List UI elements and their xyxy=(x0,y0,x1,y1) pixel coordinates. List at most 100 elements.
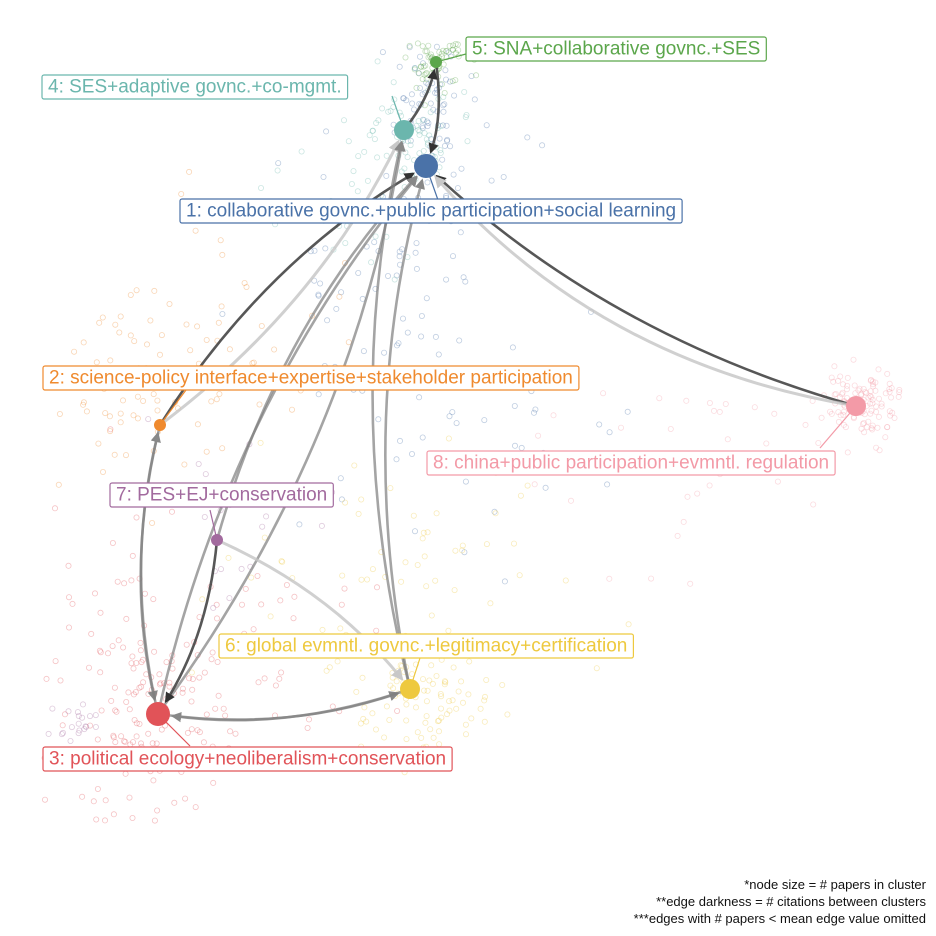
paper-point xyxy=(489,178,494,183)
paper-point xyxy=(463,479,468,484)
paper-point xyxy=(883,435,888,440)
paper-point xyxy=(414,241,419,246)
paper-point xyxy=(142,591,147,596)
paper-point xyxy=(877,448,882,453)
paper-point xyxy=(434,673,439,678)
paper-point xyxy=(193,805,198,810)
paper-point xyxy=(209,657,214,662)
paper-point xyxy=(367,133,372,138)
paper-point xyxy=(605,482,610,487)
paper-point xyxy=(668,426,673,431)
paper-point xyxy=(460,700,465,705)
paper-point xyxy=(216,693,221,698)
paper-point xyxy=(459,166,464,171)
paper-point xyxy=(155,408,160,413)
paper-point xyxy=(404,702,409,707)
paper-point xyxy=(463,722,468,727)
paper-point xyxy=(429,613,434,618)
paper-point xyxy=(851,357,856,362)
paper-point xyxy=(190,676,195,681)
paper-point xyxy=(152,818,157,823)
footnotes: *node size = # papers in cluster **edge … xyxy=(634,876,926,927)
paper-point xyxy=(681,519,686,524)
paper-point xyxy=(299,149,304,154)
paper-point xyxy=(284,582,289,587)
paper-point xyxy=(57,411,62,416)
paper-point xyxy=(218,238,223,243)
paper-point xyxy=(752,405,757,410)
paper-point xyxy=(836,378,841,383)
paper-point xyxy=(137,685,142,690)
paper-point xyxy=(444,277,449,282)
paper-point xyxy=(346,340,351,345)
paper-point xyxy=(98,610,103,615)
paper-point xyxy=(426,43,431,48)
cluster-4-label-text: 4: SES+adaptive govnc.+co-mgmt. xyxy=(48,77,342,98)
paper-point xyxy=(89,631,94,636)
paper-point xyxy=(452,588,457,593)
paper-point xyxy=(226,555,231,560)
paper-point xyxy=(214,602,219,607)
paper-point xyxy=(134,288,139,293)
paper-point xyxy=(451,665,456,670)
paper-point xyxy=(108,358,113,363)
paper-point xyxy=(251,627,256,632)
paper-point xyxy=(195,422,200,427)
paper-point xyxy=(446,436,451,441)
paper-point xyxy=(361,349,366,354)
paper-point xyxy=(372,240,377,245)
paper-point xyxy=(594,666,599,671)
paper-point xyxy=(126,690,131,695)
paper-point xyxy=(365,178,370,183)
paper-point xyxy=(259,602,264,607)
paper-point xyxy=(273,683,278,688)
paper-point xyxy=(148,318,153,323)
paper-point xyxy=(453,548,458,553)
paper-point xyxy=(412,529,417,534)
paper-point xyxy=(370,711,375,716)
paper-point xyxy=(70,601,75,606)
paper-point xyxy=(420,435,425,440)
paper-point xyxy=(482,418,487,423)
paper-point xyxy=(400,316,405,321)
cluster-3-label-text: 3: political ecology+neoliberalism+conse… xyxy=(49,749,446,770)
paper-point xyxy=(428,727,433,732)
paper-point xyxy=(134,515,139,520)
paper-point xyxy=(551,413,556,418)
paper-point xyxy=(478,706,483,711)
paper-point xyxy=(276,161,281,166)
paper-point xyxy=(84,409,89,414)
paper-point xyxy=(321,174,326,179)
paper-point xyxy=(403,560,408,565)
paper-point xyxy=(258,185,263,190)
paper-point xyxy=(404,737,409,742)
paper-point xyxy=(210,650,215,655)
paper-point xyxy=(135,416,140,421)
paper-point xyxy=(87,714,92,719)
cluster-5-label-text: 5: SNA+collaborative govnc.+SES xyxy=(472,39,760,60)
paper-point xyxy=(179,191,184,196)
paper-point xyxy=(60,723,65,728)
paper-point xyxy=(462,89,467,94)
paper-point xyxy=(138,640,143,645)
paper-point xyxy=(375,59,380,64)
paper-point xyxy=(525,135,530,140)
paper-point xyxy=(141,680,146,685)
paper-point xyxy=(384,173,389,178)
paper-point xyxy=(482,694,487,699)
paper-point xyxy=(373,234,378,239)
paper-point xyxy=(277,676,282,681)
paper-point xyxy=(239,566,244,571)
paper-point xyxy=(382,350,387,355)
paper-point xyxy=(711,408,716,413)
paper-point xyxy=(388,486,393,491)
paper-point xyxy=(100,315,105,320)
paper-point xyxy=(239,602,244,607)
paper-point xyxy=(467,659,472,664)
edge-3-to-2 xyxy=(141,434,158,714)
paper-point xyxy=(112,685,117,690)
paper-point xyxy=(184,322,189,327)
paper-point xyxy=(102,818,107,823)
cluster-nodes xyxy=(146,56,866,726)
paper-point xyxy=(325,318,330,323)
